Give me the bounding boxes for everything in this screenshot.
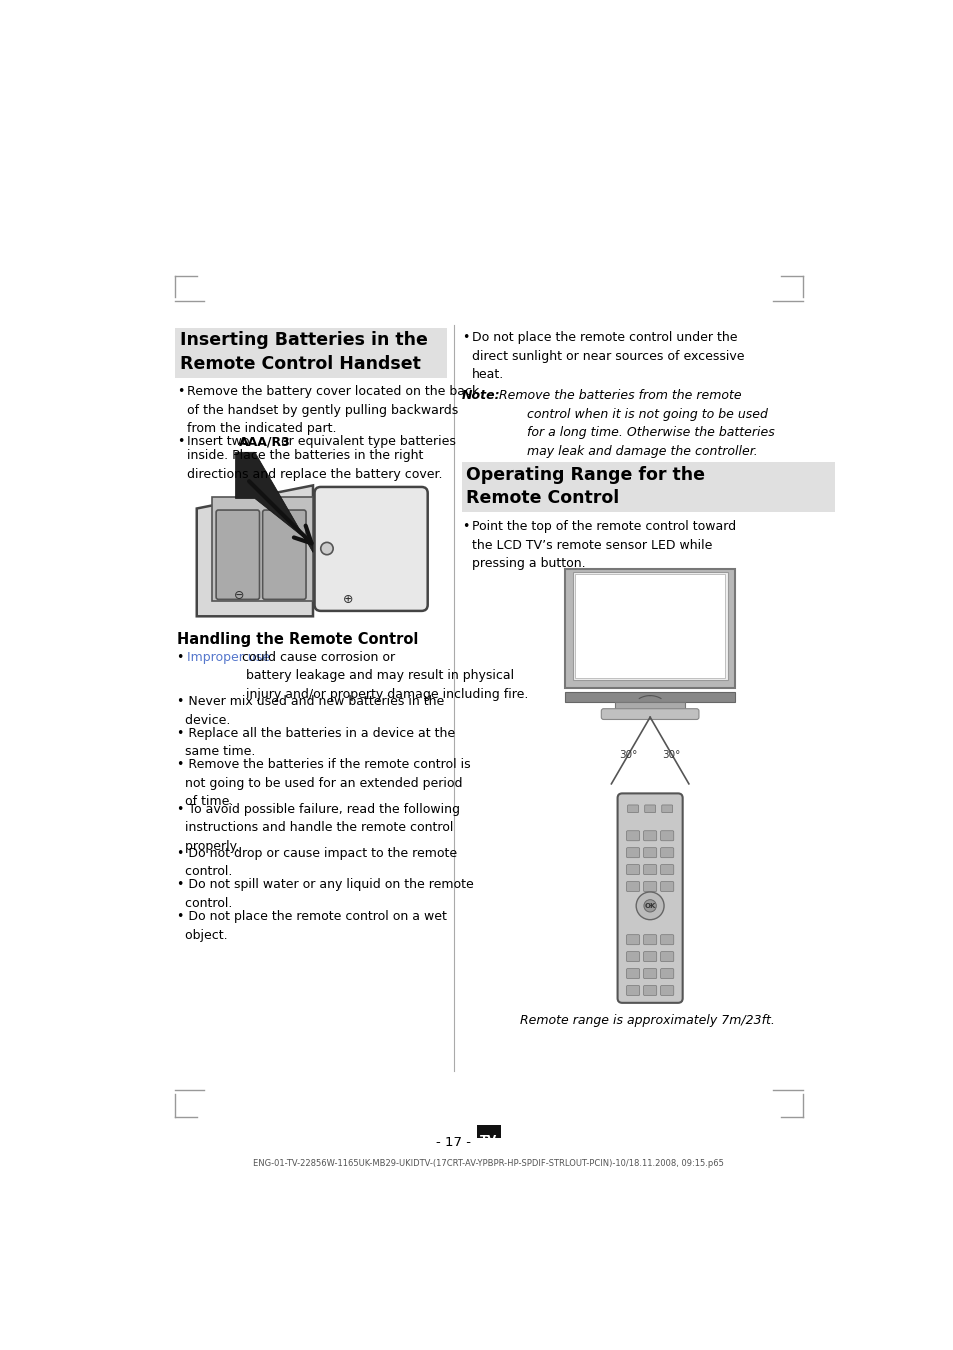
Text: • Do not place the remote control on a wet
  object.: • Do not place the remote control on a w… (177, 910, 447, 941)
FancyBboxPatch shape (564, 691, 735, 702)
Circle shape (643, 899, 656, 913)
Text: Operating Range for the: Operating Range for the (466, 466, 704, 485)
Polygon shape (235, 452, 313, 552)
Text: 30°: 30° (662, 749, 680, 760)
FancyBboxPatch shape (314, 487, 427, 612)
Text: AAA/R3: AAA/R3 (239, 435, 291, 448)
FancyBboxPatch shape (626, 968, 639, 979)
Text: Remove the batteries from the remote
       control when it is not going to be u: Remove the batteries from the remote con… (498, 389, 774, 458)
FancyBboxPatch shape (626, 934, 639, 945)
FancyBboxPatch shape (659, 986, 673, 995)
FancyBboxPatch shape (212, 497, 313, 601)
Text: •: • (177, 651, 189, 664)
FancyBboxPatch shape (174, 328, 447, 378)
FancyBboxPatch shape (626, 882, 639, 891)
Text: • Replace all the batteries in a device at the
  same time.: • Replace all the batteries in a device … (177, 726, 455, 759)
FancyBboxPatch shape (659, 934, 673, 945)
Circle shape (320, 543, 333, 555)
FancyBboxPatch shape (564, 568, 735, 688)
Text: 30°: 30° (618, 749, 637, 760)
Text: Remote Control: Remote Control (466, 489, 619, 508)
FancyBboxPatch shape (643, 864, 656, 875)
Text: • Do not drop or cause impact to the remote
  control.: • Do not drop or cause impact to the rem… (177, 846, 457, 879)
FancyBboxPatch shape (643, 848, 656, 857)
Text: ENG-01-TV-22856W-1165UK-MB29-UKIDTV-(17CRT-AV-YPBPR-HP-SPDIF-STRLOUT-PCIN)-10/18: ENG-01-TV-22856W-1165UK-MB29-UKIDTV-(17C… (253, 1160, 723, 1168)
FancyBboxPatch shape (659, 848, 673, 857)
FancyBboxPatch shape (626, 864, 639, 875)
FancyBboxPatch shape (643, 986, 656, 995)
FancyBboxPatch shape (644, 805, 655, 813)
Text: Inserting Batteries in the: Inserting Batteries in the (179, 331, 427, 350)
Text: Insert two: Insert two (187, 435, 253, 448)
Text: Remote range is approximately 7m/23ft.: Remote range is approximately 7m/23ft. (519, 1014, 775, 1026)
FancyBboxPatch shape (643, 830, 656, 841)
FancyBboxPatch shape (476, 1125, 500, 1138)
Text: • Remove the batteries if the remote control is
  not going to be used for an ex: • Remove the batteries if the remote con… (177, 759, 471, 809)
FancyBboxPatch shape (626, 830, 639, 841)
FancyBboxPatch shape (659, 864, 673, 875)
Polygon shape (196, 486, 313, 617)
FancyBboxPatch shape (643, 968, 656, 979)
FancyBboxPatch shape (626, 952, 639, 961)
Text: •: • (461, 331, 469, 344)
FancyBboxPatch shape (626, 986, 639, 995)
Text: Point the top of the remote control toward
the LCD TV’s remote sensor LED while
: Point the top of the remote control towa… (472, 520, 735, 570)
FancyBboxPatch shape (659, 968, 673, 979)
Text: Improper use: Improper use (187, 651, 270, 664)
Text: • To avoid possible failure, read the following
  instructions and handle the re: • To avoid possible failure, read the fo… (177, 803, 460, 853)
Text: • Do not spill water or any liquid on the remote
  control.: • Do not spill water or any liquid on th… (177, 879, 474, 910)
Text: •: • (177, 435, 185, 448)
FancyBboxPatch shape (461, 462, 834, 513)
Circle shape (636, 892, 663, 919)
Text: Remove the battery cover located on the back
of the handset by gently pulling ba: Remove the battery cover located on the … (187, 385, 478, 435)
Text: Remote Control Handset: Remote Control Handset (179, 355, 420, 373)
FancyBboxPatch shape (659, 830, 673, 841)
FancyBboxPatch shape (643, 882, 656, 891)
Text: • Never mix used and new batteries in the
  device.: • Never mix used and new batteries in th… (177, 695, 444, 726)
Text: - 17 -: - 17 - (436, 1137, 476, 1149)
FancyBboxPatch shape (572, 572, 727, 680)
Text: Note:: Note: (461, 389, 500, 402)
FancyBboxPatch shape (659, 952, 673, 961)
Text: Handling the Remote Control: Handling the Remote Control (177, 632, 418, 647)
Text: could cause corrosion or
  battery leakage and may result in physical
  injury a: could cause corrosion or battery leakage… (237, 651, 528, 701)
Text: OK: OK (644, 903, 655, 909)
Text: •: • (461, 520, 469, 533)
Text: ⊖: ⊖ (233, 590, 244, 602)
FancyBboxPatch shape (661, 805, 672, 813)
Text: inside. Place the batteries in the right
directions and replace the battery cove: inside. Place the batteries in the right… (187, 450, 441, 481)
FancyBboxPatch shape (575, 574, 724, 678)
Text: ⊕: ⊕ (342, 593, 353, 606)
FancyBboxPatch shape (617, 794, 682, 1003)
FancyBboxPatch shape (262, 510, 306, 599)
Text: TV: TV (479, 1134, 497, 1146)
FancyBboxPatch shape (626, 848, 639, 857)
FancyBboxPatch shape (643, 952, 656, 961)
FancyBboxPatch shape (659, 882, 673, 891)
FancyBboxPatch shape (615, 702, 684, 711)
Text: or equivalent type batteries: or equivalent type batteries (276, 435, 455, 448)
Text: •: • (177, 385, 185, 398)
FancyBboxPatch shape (627, 805, 638, 813)
FancyBboxPatch shape (643, 934, 656, 945)
FancyBboxPatch shape (216, 510, 259, 599)
Text: Do not place the remote control under the
direct sunlight or near sources of exc: Do not place the remote control under th… (472, 331, 743, 382)
FancyBboxPatch shape (600, 709, 699, 720)
